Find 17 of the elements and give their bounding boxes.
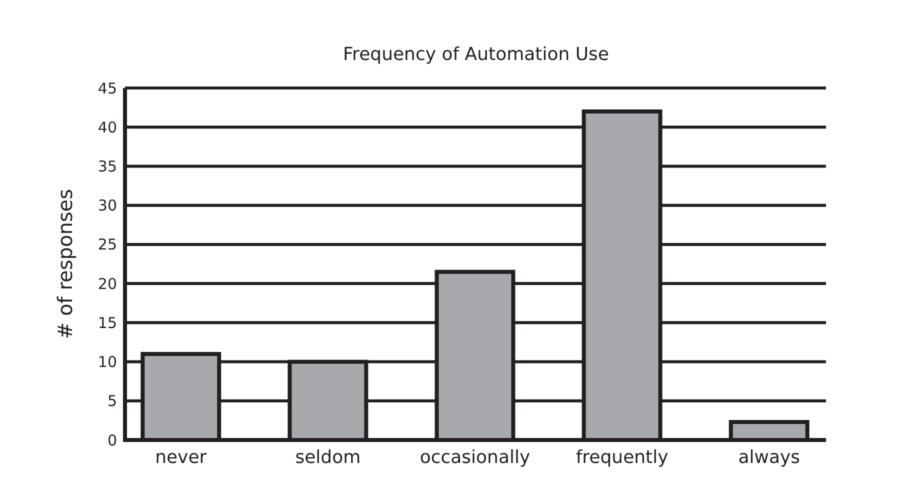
y-tick-label: 20 — [98, 274, 117, 293]
x-tick-label: frequently — [576, 447, 669, 468]
x-tick-label: always — [738, 447, 800, 468]
y-tick-label: 10 — [98, 353, 117, 372]
y-tick-label: 25 — [98, 236, 117, 254]
x-tick-label: seldom — [295, 447, 361, 468]
y-tick-label: 45 — [98, 79, 117, 98]
y-tick-label: 5 — [107, 392, 117, 410]
y-tick-label: 40 — [98, 118, 117, 136]
y-tick-label: 35 — [98, 157, 117, 176]
chart-title: Frequency of Automation Use — [343, 44, 609, 65]
x-tick-label: never — [155, 447, 208, 468]
x-tick-label: occasionally — [420, 447, 531, 468]
y-axis-title: # of responses — [53, 188, 77, 340]
y-tick-label: 0 — [107, 431, 117, 450]
y-tick-label: 15 — [98, 314, 117, 332]
y-tick-label: 30 — [98, 196, 117, 215]
